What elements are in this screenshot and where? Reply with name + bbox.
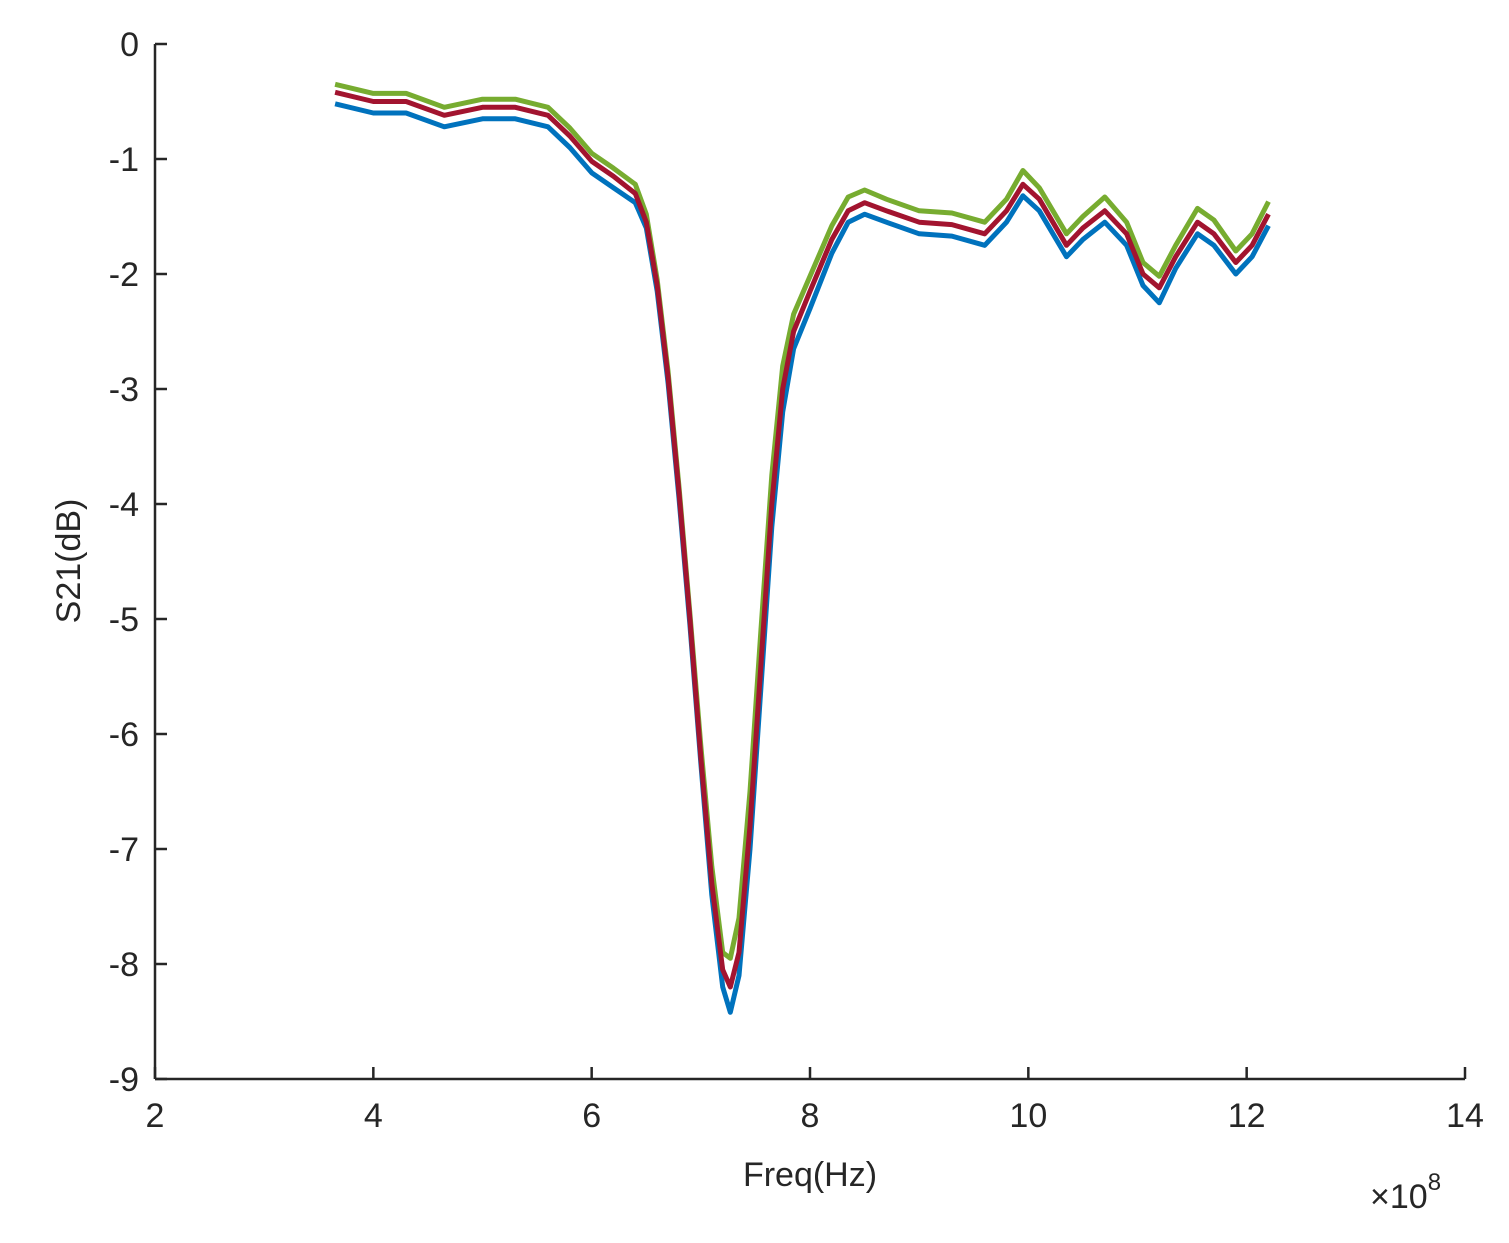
x-tick-label: 6 [582,1097,601,1135]
y-tick-label: -6 [109,716,139,754]
y-tick-label: -5 [109,601,139,639]
x-tick-label: 2 [146,1097,165,1135]
y-tick-label: -7 [109,831,139,869]
x-tick-label: 12 [1228,1097,1266,1135]
y-axis-label: S21(dB) [50,499,88,624]
x-multiplier-exponent: 8 [1428,1169,1441,1196]
x-tick-label: 10 [1009,1097,1047,1135]
y-tick-label: -1 [109,141,139,179]
y-tick-label: 0 [120,26,139,64]
y-tick-label: -8 [109,946,139,984]
x-tick-label: 8 [801,1097,820,1135]
series-line [334,89,1271,990]
series-line [334,81,1271,961]
y-tick-label: -2 [109,256,139,294]
y-tick-label: -4 [109,486,139,524]
x-multiplier-base: ×10 [1370,1178,1428,1216]
x-tick-label: 14 [1446,1097,1484,1135]
x-axis-label: Freq(Hz) [743,1156,877,1194]
y-tick-label: -9 [109,1061,139,1099]
y-tick-label: -3 [109,371,139,409]
x-tick-label: 4 [364,1097,383,1135]
x-multiplier: ×108 [1370,1169,1441,1216]
